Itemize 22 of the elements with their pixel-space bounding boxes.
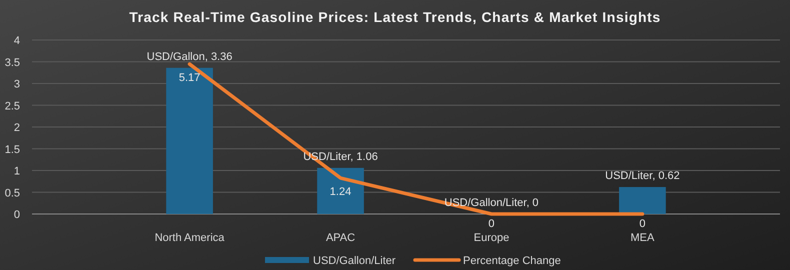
- data-label: 0: [488, 218, 495, 230]
- data-label: 5.17: [178, 72, 200, 84]
- y-tick-label: 0: [14, 209, 20, 221]
- chart-title: Track Real-Time Gasoline Prices: Latest Trends, Charts & Market Insights: [129, 9, 661, 25]
- y-tick-label: 4: [14, 35, 20, 47]
- data-label: USD/Gallon, 3.36: [146, 50, 232, 63]
- y-tick-label: 3: [14, 78, 20, 90]
- x-tick-label: MEA: [630, 232, 656, 244]
- x-tick-label: North America: [154, 232, 226, 244]
- y-tick-label: 2.5: [4, 100, 20, 112]
- data-label: 1.24: [330, 186, 352, 198]
- y-tick-label: 3.5: [4, 56, 20, 69]
- legend-label: Percentage Change: [463, 255, 561, 267]
- data-label: 0: [639, 218, 646, 230]
- y-tick-label: 1: [14, 166, 20, 178]
- x-tick-label: Europe: [474, 232, 510, 244]
- y-tick-label: 2: [14, 122, 20, 134]
- y-tick-label: 1.5: [4, 144, 20, 156]
- x-tick-label: APAC: [326, 232, 356, 244]
- data-label: USD/Liter, 0.62: [605, 170, 680, 182]
- y-tick-label: 0.5: [4, 187, 20, 200]
- legend-label: USD/Gallon/Liter: [313, 255, 396, 267]
